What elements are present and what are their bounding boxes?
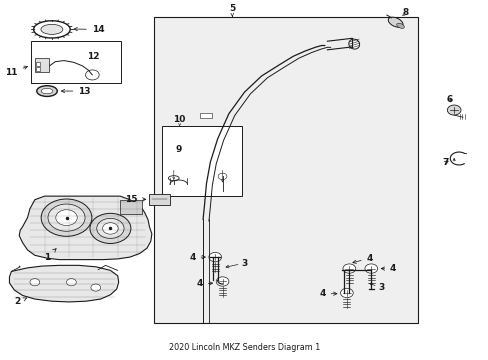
- Circle shape: [342, 264, 355, 273]
- Ellipse shape: [34, 21, 70, 38]
- Bar: [36, 62, 40, 66]
- Bar: [31, 41, 121, 83]
- Circle shape: [85, 70, 99, 80]
- Circle shape: [218, 173, 226, 180]
- Circle shape: [91, 284, 101, 291]
- Circle shape: [48, 204, 85, 231]
- Circle shape: [208, 252, 221, 262]
- Bar: [120, 201, 142, 214]
- Circle shape: [216, 277, 228, 286]
- Text: 10: 10: [173, 116, 185, 125]
- Text: 13: 13: [61, 86, 91, 95]
- Circle shape: [364, 264, 377, 273]
- Ellipse shape: [396, 23, 404, 28]
- Text: 1: 1: [44, 249, 56, 262]
- Bar: [199, 136, 212, 141]
- Circle shape: [447, 105, 460, 115]
- Text: 3: 3: [377, 283, 384, 292]
- Text: 5: 5: [229, 4, 235, 13]
- Text: 2020 Lincoln MKZ Senders Diagram 1: 2020 Lincoln MKZ Senders Diagram 1: [168, 343, 320, 352]
- Ellipse shape: [41, 24, 63, 35]
- Bar: [36, 67, 40, 71]
- Text: 15: 15: [125, 195, 145, 204]
- Text: 8: 8: [402, 8, 407, 17]
- Ellipse shape: [348, 39, 359, 49]
- Text: 9: 9: [175, 145, 182, 154]
- Text: 7: 7: [441, 158, 447, 167]
- Circle shape: [97, 219, 124, 238]
- Circle shape: [30, 279, 40, 286]
- Ellipse shape: [41, 88, 53, 94]
- PathPatch shape: [19, 196, 152, 260]
- Text: 4: 4: [189, 253, 205, 262]
- Circle shape: [41, 199, 92, 236]
- Text: 2: 2: [15, 297, 27, 306]
- Ellipse shape: [168, 176, 179, 181]
- Text: 6: 6: [445, 95, 451, 104]
- Bar: [35, 58, 49, 72]
- Bar: [154, 17, 417, 323]
- Text: 4: 4: [381, 264, 396, 273]
- Circle shape: [66, 279, 76, 286]
- PathPatch shape: [9, 265, 119, 302]
- Ellipse shape: [37, 86, 57, 96]
- Circle shape: [90, 213, 131, 243]
- Text: 4: 4: [352, 254, 372, 264]
- Text: 4: 4: [196, 279, 212, 288]
- Circle shape: [56, 210, 77, 226]
- Text: 4: 4: [319, 289, 336, 298]
- Text: 14: 14: [74, 25, 104, 34]
- Text: 11: 11: [5, 66, 27, 77]
- Text: 3: 3: [241, 259, 247, 268]
- Circle shape: [340, 288, 352, 298]
- Bar: [161, 126, 242, 196]
- Bar: [199, 113, 212, 118]
- Circle shape: [102, 223, 118, 234]
- Ellipse shape: [387, 17, 402, 27]
- Text: 12: 12: [87, 53, 100, 62]
- Bar: [149, 194, 169, 205]
